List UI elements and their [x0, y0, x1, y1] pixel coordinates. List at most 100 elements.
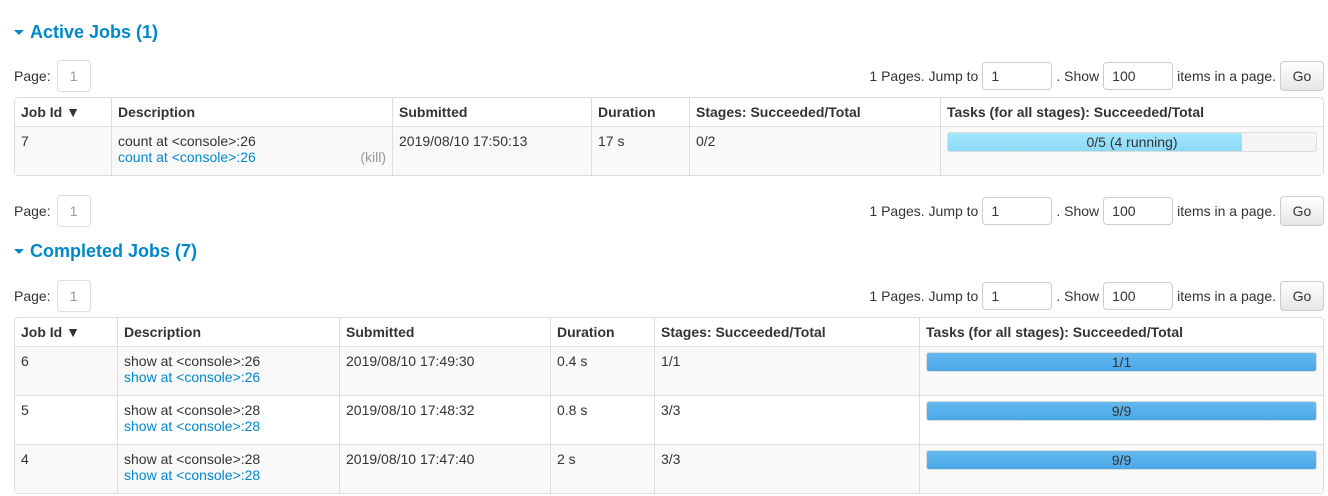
job-id: 6 — [15, 346, 117, 395]
items-text: items in a page. — [1177, 288, 1276, 304]
description-link-row: (kill) count at <console>:26 — [118, 149, 386, 165]
jump-to-input[interactable] — [982, 282, 1053, 310]
active-jobs-title: Active Jobs (1) — [30, 22, 159, 42]
page-controls: 1 Pages. Jump to . Show items in a page.Go — [869, 61, 1324, 91]
go-button[interactable]: Go — [1280, 196, 1324, 226]
tasks-progress-text: 9/9 — [1111, 403, 1132, 419]
tasks-cell: 9/9 — [919, 444, 1323, 493]
duration: 0.4 s — [550, 346, 654, 395]
page-label: Page: — [14, 68, 51, 84]
jump-to-input[interactable] — [982, 62, 1053, 90]
job-id: 4 — [15, 444, 117, 493]
duration: 17 s — [591, 126, 689, 175]
page-label: Page: — [14, 288, 51, 304]
go-button[interactable]: Go — [1280, 281, 1324, 311]
go-button[interactable]: Go — [1280, 61, 1324, 91]
job-link[interactable]: count at <console>:26 — [118, 149, 256, 165]
active-jobs-header[interactable]: Active Jobs (1) — [14, 22, 158, 43]
table-row: 7 count at <console>:26 (kill) count at <co… — [15, 126, 1323, 175]
job-id: 5 — [15, 395, 117, 444]
stages: 0/2 — [689, 126, 940, 175]
column-header[interactable]: Description — [111, 98, 392, 126]
table-row: 4 show at <console>:28 show at <console>:2… — [15, 444, 1323, 493]
page-label: Page: — [14, 203, 51, 219]
active-jobs-table: Job Id ▼ Description Submitted Duration Stag… — [14, 97, 1324, 176]
page-button[interactable]: 1 — [56, 280, 91, 312]
pager: Page: 1 1 Pages. Jump to . Show items in a p… — [14, 194, 1324, 228]
pages-text: 1 Pages. Jump to — [869, 203, 979, 219]
tasks-cell: 9/9 — [919, 395, 1323, 444]
pages-text: 1 Pages. Jump to — [869, 68, 979, 84]
job-link[interactable]: show at <console>:28 — [124, 467, 261, 483]
table-row: 5 show at <console>:28 show at <console>:2… — [15, 395, 1323, 444]
page-size-input[interactable] — [1103, 62, 1174, 90]
description-cell: count at <console>:26 (kill) count at <con… — [111, 126, 392, 175]
description-cell: show at <console>:28 show at <console>:28 — [117, 444, 339, 493]
progress-fill-completed — [927, 353, 1316, 371]
column-header[interactable]: Stages: Succeeded/Total — [689, 98, 940, 126]
table-row: 6 show at <console>:26 show at <console>:2… — [15, 346, 1323, 395]
tasks-progress-bar: 1/1 — [926, 352, 1317, 372]
duration: 2 s — [550, 444, 654, 493]
submitted: 2019/08/10 17:49:30 — [339, 346, 550, 395]
column-header[interactable]: Duration — [550, 318, 654, 346]
description-link-row: show at <console>:28 — [124, 418, 333, 434]
page-controls: 1 Pages. Jump to . Show items in a page.Go — [869, 196, 1324, 226]
kill-link[interactable]: (kill) — [360, 149, 386, 165]
caret-down-icon — [14, 249, 24, 254]
stages: 3/3 — [654, 444, 919, 493]
stages: 1/1 — [654, 346, 919, 395]
job-link[interactable]: show at <console>:28 — [124, 418, 261, 434]
column-header[interactable]: Description — [117, 318, 339, 346]
tasks-cell: 1/1 — [919, 346, 1323, 395]
column-header[interactable]: Submitted — [339, 318, 550, 346]
tasks-progress-text: 9/9 — [1111, 452, 1132, 468]
submitted: 2019/08/10 17:48:32 — [339, 395, 550, 444]
description: count at <console>:26 — [118, 133, 256, 149]
completed-jobs-title: Completed Jobs (7) — [30, 241, 198, 261]
page-size-input[interactable] — [1103, 197, 1174, 225]
column-header[interactable]: Job Id ▼ — [21, 104, 80, 120]
page-button[interactable]: 1 — [56, 60, 91, 92]
progress-fill-completed — [927, 402, 1316, 420]
pages-text: 1 Pages. Jump to — [869, 288, 979, 304]
page-button[interactable]: 1 — [56, 195, 91, 227]
tasks-progress-text: 0/5 (4 running) — [1086, 134, 1178, 150]
description-cell: show at <console>:28 show at <console>:28 — [117, 395, 339, 444]
tasks-progress-bar: 9/9 — [926, 401, 1317, 421]
progress-fill-running — [948, 133, 1243, 151]
pager: Page: 1 1 Pages. Jump to . Show items in a p… — [14, 59, 1324, 93]
show-text: . Show — [1056, 288, 1100, 304]
description-link-row: show at <console>:26 — [124, 369, 333, 385]
submitted: 2019/08/10 17:50:13 — [392, 126, 591, 175]
job-id: 7 — [15, 126, 111, 175]
page-controls: 1 Pages. Jump to . Show items in a page.Go — [869, 281, 1324, 311]
submitted: 2019/08/10 17:47:40 — [339, 444, 550, 493]
column-header[interactable]: Job Id ▼ — [21, 324, 80, 340]
column-header[interactable]: Tasks (for all stages): Succeeded/Total — [919, 318, 1323, 346]
tasks-progress-bar: 9/9 — [926, 450, 1317, 470]
jump-to-input[interactable] — [982, 197, 1053, 225]
items-text: items in a page. — [1177, 203, 1276, 219]
description-link-row: show at <console>:28 — [124, 467, 333, 483]
show-text: . Show — [1056, 203, 1100, 219]
description: show at <console>:28 — [124, 451, 261, 467]
tasks-cell: 0/5 (4 running) — [940, 126, 1323, 175]
job-link[interactable]: show at <console>:26 — [124, 369, 261, 385]
completed-jobs-header[interactable]: Completed Jobs (7) — [14, 241, 197, 262]
column-header[interactable]: Tasks (for all stages): Succeeded/Total — [940, 98, 1323, 126]
tasks-progress-text: 1/1 — [1111, 354, 1132, 370]
show-text: . Show — [1056, 68, 1100, 84]
tasks-progress-bar: 0/5 (4 running) — [947, 132, 1317, 152]
duration: 0.8 s — [550, 395, 654, 444]
description: show at <console>:28 — [124, 402, 261, 418]
column-header[interactable]: Submitted — [392, 98, 591, 126]
progress-fill-completed — [927, 451, 1316, 469]
page-size-input[interactable] — [1103, 282, 1174, 310]
pager: Page: 1 1 Pages. Jump to . Show items in a p… — [14, 279, 1324, 313]
items-text: items in a page. — [1177, 68, 1276, 84]
completed-jobs-table: Job Id ▼ Description Submitted Duration Stag… — [14, 317, 1324, 494]
stages: 3/3 — [654, 395, 919, 444]
column-header[interactable]: Stages: Succeeded/Total — [654, 318, 919, 346]
column-header[interactable]: Duration — [591, 98, 689, 126]
